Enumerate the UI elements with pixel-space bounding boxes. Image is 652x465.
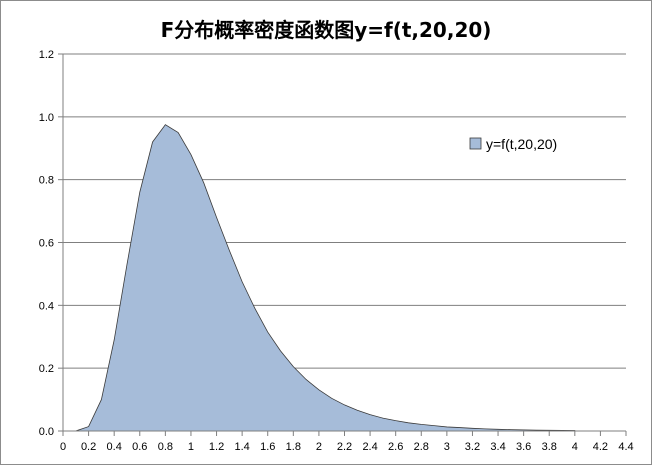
x-tick-label: 3.4 [490, 441, 505, 453]
y-tick-label: 0.8 [39, 175, 54, 187]
x-tick-label: 2.6 [388, 441, 403, 453]
x-tick-label: 3.8 [542, 441, 557, 453]
x-tick-label: 1.8 [286, 441, 301, 453]
x-tick-label: 0.2 [81, 441, 96, 453]
x-tick-label: 0.4 [107, 441, 122, 453]
y-tick-label: 0.2 [39, 363, 54, 375]
x-tick-label: 1.4 [234, 441, 249, 453]
x-tick-label: 2.8 [414, 441, 429, 453]
x-tick-label: 3 [444, 441, 450, 453]
y-tick-label: 0.0 [39, 426, 54, 438]
x-tick-label: 4.4 [618, 441, 633, 453]
x-tick-label: 4.2 [593, 441, 608, 453]
x-tick-label: 2.2 [337, 441, 352, 453]
x-tick-label: 0.8 [158, 441, 173, 453]
y-tick-label: 0.4 [39, 300, 54, 312]
y-tick-label: 0.6 [39, 238, 54, 250]
x-tick-label: 0 [60, 441, 66, 453]
x-tick-label: 1 [188, 441, 194, 453]
x-axis-ticks: 0 0.2 0.4 0.6 0.8 1 1.2 1.4 1.6 1.8 2 2.2 2.4 2.6 2.8 3… [60, 431, 634, 453]
series-area [75, 124, 576, 432]
legend: y=f(t,20,20) [469, 136, 557, 152]
x-tick-label: 1.6 [260, 441, 275, 453]
legend-swatch [469, 137, 482, 150]
plot-area [75, 124, 576, 432]
chart-title: F分布概率密度函数图y=f(t,20,20) [160, 18, 492, 42]
legend-label: y=f(t,20,20) [486, 136, 557, 152]
y-axis-ticks: 0.0 0.2 0.4 0.6 0.8 1.0 1.2 [39, 49, 63, 438]
x-tick-label: 4 [572, 441, 578, 453]
x-tick-label: 1.2 [209, 441, 224, 453]
x-tick-label: 0.6 [132, 441, 147, 453]
x-tick-label: 3.6 [516, 441, 531, 453]
x-tick-label: 2.4 [362, 441, 377, 453]
y-tick-label: 1.0 [39, 112, 54, 124]
y-tick-label: 1.2 [39, 49, 54, 61]
x-tick-label: 3.2 [465, 441, 480, 453]
x-tick-label: 2 [316, 441, 322, 453]
